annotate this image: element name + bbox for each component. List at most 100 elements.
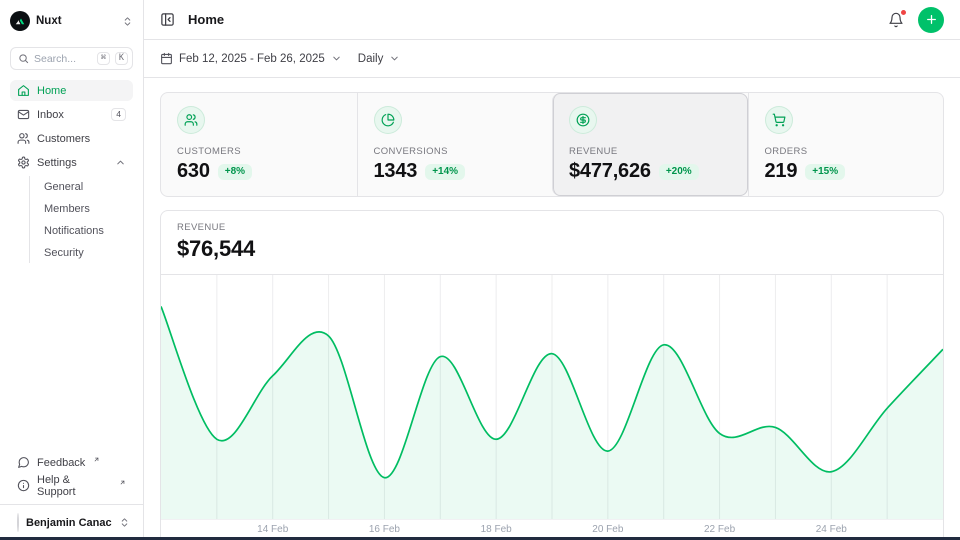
sidebar-item-security[interactable]: Security: [44, 242, 133, 263]
stat-value: $477,626: [569, 160, 651, 183]
help-support-link[interactable]: Help & Support: [10, 475, 133, 496]
inbox-count-badge: 4: [111, 108, 126, 121]
sidebar-nav: Home Inbox 4 Customers Settings: [0, 80, 143, 265]
stat-label: ORDERS: [765, 146, 928, 157]
gear-icon: [17, 156, 30, 169]
stats-row: CUSTOMERS 630 +8% CONVERSIONS 1343 +14%: [160, 92, 944, 197]
workspace-name: Nuxt: [36, 15, 116, 27]
page-header: Home: [144, 0, 960, 40]
message-circle-icon: [17, 456, 30, 469]
sidebar-item-label: Customers: [37, 133, 90, 145]
sidebar-item-settings[interactable]: Settings: [10, 152, 133, 173]
stat-card-orders[interactable]: ORDERS 219 +15%: [748, 93, 944, 196]
search-icon: [18, 53, 29, 64]
stat-label: REVENUE: [569, 146, 732, 157]
stat-delta-badge: +20%: [659, 164, 699, 180]
sidebar-subitem-label: Security: [44, 247, 84, 259]
stat-value: 630: [177, 160, 210, 183]
stat-delta-badge: +8%: [218, 164, 252, 180]
revenue-area-chart: [161, 275, 943, 519]
sidebar-item-members[interactable]: Members: [44, 198, 133, 219]
sidebar-subitem-label: General: [44, 181, 83, 193]
stat-delta-badge: +14%: [425, 164, 465, 180]
kbd-cmd: ⌘: [97, 52, 110, 66]
sidebar-item-customers[interactable]: Customers: [10, 128, 133, 149]
header-actions: [884, 7, 944, 33]
users-icon: [177, 106, 205, 134]
stat-value: 219: [765, 160, 798, 183]
chevron-down-icon: [389, 53, 400, 64]
x-tick-label: 22 Feb: [704, 524, 735, 535]
sidebar-footer: Feedback Help & Support Benjamin Canac: [0, 452, 143, 534]
sidebar-item-label: Inbox: [37, 109, 64, 121]
content: CUSTOMERS 630 +8% CONVERSIONS 1343 +14%: [144, 78, 960, 540]
workspace-switcher[interactable]: Nuxt: [0, 8, 143, 34]
circle-dollar-icon: [569, 106, 597, 134]
date-range-value: Feb 12, 2025 - Feb 26, 2025: [179, 53, 325, 65]
chart-label: REVENUE: [177, 222, 927, 233]
granularity-value: Daily: [358, 53, 384, 65]
notifications-button[interactable]: [884, 8, 908, 32]
add-button[interactable]: [918, 7, 944, 33]
sidebar-item-inbox[interactable]: Inbox 4: [10, 104, 133, 125]
calendar-icon: [160, 52, 173, 65]
x-tick-label: 20 Feb: [592, 524, 623, 535]
chart-pie-icon: [374, 106, 402, 134]
granularity-select[interactable]: Daily: [358, 53, 401, 65]
stat-value: 1343: [374, 160, 418, 183]
main-area: Home Feb 12, 2: [144, 0, 960, 540]
notification-dot: [900, 9, 907, 16]
sidebar-subitem-label: Notifications: [44, 225, 104, 237]
sidebar-item-label: Home: [37, 85, 66, 97]
chevrons-up-down-icon: [122, 16, 133, 27]
external-link-icon: [93, 456, 100, 463]
user-menu[interactable]: Benjamin Canac: [10, 505, 133, 534]
search-input-wrap[interactable]: ⌘ K: [10, 47, 133, 70]
stat-label: CUSTOMERS: [177, 146, 341, 157]
x-tick-label: 24 Feb: [816, 524, 847, 535]
sidebar-item-label: Settings: [37, 157, 77, 169]
x-tick-label: 16 Feb: [369, 524, 400, 535]
info-circle-icon: [17, 479, 30, 492]
revenue-chart-card: REVENUE $76,544 14 Feb 16 Feb 18 Feb 20 Feb…: [160, 210, 944, 540]
nuxt-logo-icon: [10, 11, 30, 31]
page-title: Home: [188, 12, 224, 27]
x-tick-label: 18 Feb: [481, 524, 512, 535]
stat-label: CONVERSIONS: [374, 146, 537, 157]
chevrons-up-down-icon: [119, 517, 130, 528]
kbd-k: K: [115, 52, 128, 66]
sidebar-collapse-button[interactable]: [156, 8, 179, 31]
footer-link-label: Feedback: [37, 457, 85, 469]
chart-header: REVENUE $76,544: [161, 211, 943, 275]
chevron-down-icon: [331, 53, 342, 64]
dashboard-app: Nuxt ⌘ K Home Inbo: [0, 0, 960, 540]
user-name: Benjamin Canac: [26, 517, 112, 529]
x-tick-label: 14 Feb: [257, 524, 288, 535]
settings-subnav: General Members Notifications Security: [29, 176, 133, 263]
shopping-cart-icon: [765, 106, 793, 134]
date-range-picker[interactable]: Feb 12, 2025 - Feb 26, 2025: [160, 52, 342, 65]
sidebar-subitem-label: Members: [44, 203, 90, 215]
sidebar-item-notifications[interactable]: Notifications: [44, 220, 133, 241]
revenue-chart[interactable]: [161, 275, 943, 520]
stat-card-customers[interactable]: CUSTOMERS 630 +8%: [161, 93, 357, 196]
stat-card-revenue[interactable]: REVENUE $477,626 +20%: [552, 93, 748, 196]
home-icon: [17, 84, 30, 97]
plus-icon: [925, 13, 938, 26]
users-icon: [17, 132, 30, 145]
user-avatar: [17, 513, 19, 532]
filter-toolbar: Feb 12, 2025 - Feb 26, 2025 Daily: [144, 40, 960, 78]
sidebar-item-home[interactable]: Home: [10, 80, 133, 101]
sidebar-item-general[interactable]: General: [44, 176, 133, 197]
sidebar: Nuxt ⌘ K Home Inbo: [0, 0, 144, 540]
stat-card-conversions[interactable]: CONVERSIONS 1343 +14%: [357, 93, 553, 196]
inbox-icon: [17, 108, 30, 121]
chart-total-value: $76,544: [177, 236, 927, 262]
search-input[interactable]: [34, 53, 92, 65]
external-link-icon: [119, 479, 126, 486]
footer-link-label: Help & Support: [37, 474, 111, 498]
panel-left-close-icon: [160, 12, 175, 27]
stat-delta-badge: +15%: [805, 164, 845, 180]
chevron-up-icon: [115, 157, 126, 168]
feedback-link[interactable]: Feedback: [10, 452, 133, 473]
